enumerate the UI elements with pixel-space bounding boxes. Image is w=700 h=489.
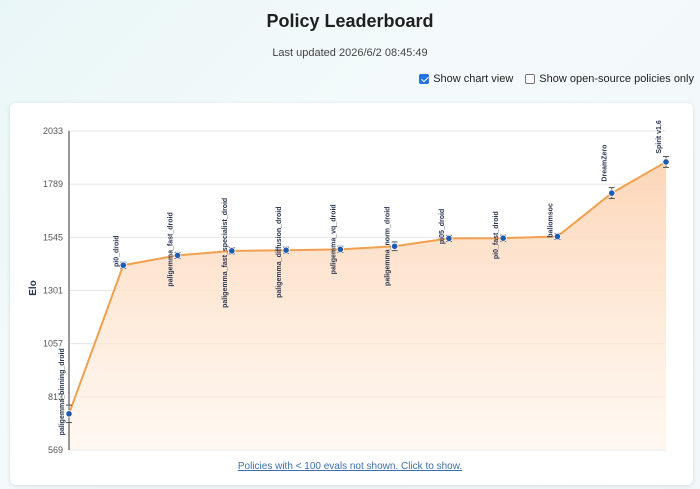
chart-view-checkbox[interactable]	[419, 74, 430, 84]
data-point-group[interactable]	[391, 241, 399, 252]
y-tick-label: 1057	[43, 339, 63, 349]
data-point-group[interactable]	[608, 187, 616, 200]
data-point-group[interactable]	[662, 155, 670, 168]
point-label: paligemma_binning_droid	[59, 348, 66, 435]
data-point-group[interactable]	[553, 232, 562, 241]
hidden-policies-link[interactable]: Policies with < 100 evals not shown. Cli…	[237, 461, 463, 472]
data-point[interactable]	[336, 245, 344, 253]
point-label: paligemma_fast_droid	[168, 212, 175, 286]
data-point[interactable]	[228, 247, 236, 255]
point-label: paligemma_fast_specialist_droid	[222, 198, 229, 308]
point-label: paligemma_diffusion_droid	[276, 206, 283, 297]
data-point-group[interactable]	[282, 246, 290, 254]
point-label: DreamZero	[602, 145, 609, 182]
y-tick-label: 569	[48, 445, 63, 455]
data-point-group[interactable]	[65, 404, 73, 424]
data-point[interactable]	[662, 158, 670, 166]
data-point[interactable]	[119, 261, 127, 269]
y-tick-label: 1789	[43, 179, 63, 189]
data-point-group[interactable]	[228, 247, 236, 255]
data-point-group[interactable]	[445, 234, 453, 243]
data-point[interactable]	[282, 246, 290, 254]
data-point[interactable]	[499, 234, 507, 242]
data-point[interactable]	[173, 251, 182, 260]
data-point-group[interactable]	[119, 261, 127, 269]
point-label: baliomsoc	[547, 203, 554, 238]
chart-view-label: Show chart view	[433, 73, 514, 85]
data-point-group[interactable]	[499, 234, 507, 242]
point-label: pi0_droid	[113, 235, 120, 267]
open-source-checkbox[interactable]	[525, 74, 536, 84]
point-label: pi0_fast_droid	[493, 211, 500, 259]
data-point[interactable]	[445, 234, 453, 243]
y-axis-label: Elo	[28, 280, 39, 296]
open-source-label: Show open-source policies only	[539, 73, 694, 85]
point-label: Spirit v1.6	[656, 120, 663, 154]
y-tick-label: 1545	[43, 232, 63, 242]
point-label: pi05_droid	[439, 209, 446, 244]
data-point[interactable]	[391, 242, 399, 250]
point-label: paligemma_norm_droid	[385, 207, 392, 286]
data-point[interactable]	[65, 410, 73, 418]
elo-series-line	[68, 161, 667, 415]
data-point-group[interactable]	[173, 251, 182, 260]
last-updated-text: Last updated 2026/6/2 08:45:49	[272, 47, 428, 59]
y-tick-label: 813	[48, 392, 63, 402]
y-tick-label: 2033	[43, 126, 63, 136]
point-label: paligemma_vq_droid	[330, 204, 337, 274]
open-source-toggle[interactable]: Show open-source policies only	[525, 73, 694, 85]
chart-view-toggle[interactable]: Show chart view	[419, 73, 513, 85]
view-controls: Show chart view Show open-source policie…	[419, 73, 694, 85]
data-point[interactable]	[608, 189, 616, 197]
y-tick-label: 1301	[43, 286, 63, 296]
data-point-group[interactable]	[336, 245, 344, 253]
page-title: Policy Leaderboard	[266, 11, 434, 31]
elo-area-fill	[69, 161, 666, 450]
data-point[interactable]	[553, 232, 562, 241]
